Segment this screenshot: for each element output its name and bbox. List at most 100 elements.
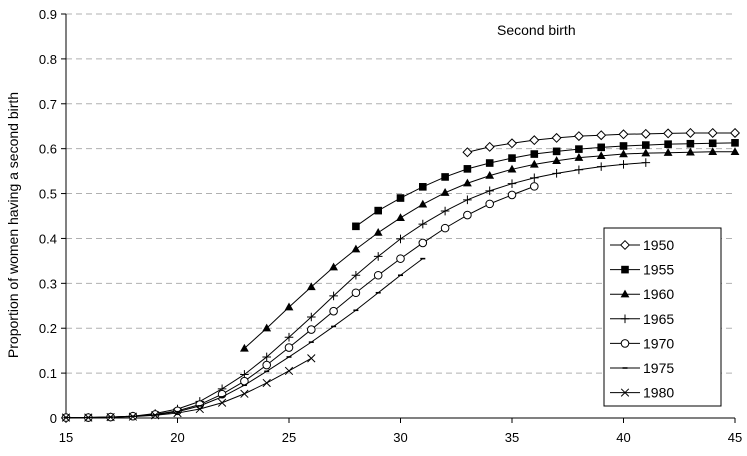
data-point xyxy=(484,141,495,152)
y-tick-label: 0.4 xyxy=(39,231,57,246)
x-tick-label: 15 xyxy=(59,430,73,445)
data-point xyxy=(686,147,695,156)
data-point xyxy=(61,413,71,422)
data-point xyxy=(552,169,561,178)
data-point xyxy=(284,302,294,311)
data-point xyxy=(507,190,517,200)
data-point xyxy=(240,389,249,398)
data-point xyxy=(686,139,695,148)
axes xyxy=(61,13,736,423)
data-point xyxy=(441,173,449,181)
legend-marker xyxy=(619,239,631,251)
data-point xyxy=(396,194,405,202)
data-point xyxy=(462,147,473,158)
legend-item-1980: 1980 xyxy=(610,385,674,401)
data-point xyxy=(418,219,428,229)
y-tick-label: 0.2 xyxy=(39,321,57,336)
data-point xyxy=(574,153,584,161)
y-axis-title: Proportion of women having a second birt… xyxy=(5,92,21,358)
data-point xyxy=(463,195,472,205)
data-point xyxy=(707,127,718,138)
legend-marker xyxy=(620,289,630,298)
data-point xyxy=(485,199,495,209)
data-point xyxy=(262,352,271,362)
series-1950 xyxy=(462,127,741,158)
data-point xyxy=(440,188,450,196)
data-point xyxy=(596,151,606,160)
data-point xyxy=(618,129,629,140)
data-point xyxy=(530,150,539,158)
data-point xyxy=(619,149,628,158)
data-point xyxy=(507,164,517,173)
data-point xyxy=(597,143,605,152)
data-point xyxy=(730,147,740,156)
data-point xyxy=(551,132,562,143)
data-point xyxy=(440,223,450,233)
data-point xyxy=(575,145,583,153)
data-point xyxy=(262,323,272,332)
series-1960 xyxy=(240,147,740,352)
data-point xyxy=(664,140,672,148)
data-point xyxy=(151,411,160,420)
tick-labels: 0 0.1 0.2 0.3 0.4 0.5 0.6 0.7 0.8 0.9 15 20 25 30 35 40… xyxy=(39,7,742,445)
data-point xyxy=(217,398,227,407)
series-1970 xyxy=(61,182,539,422)
data-point xyxy=(530,182,539,191)
series-line-1970 xyxy=(66,185,535,419)
legend-marker xyxy=(621,265,629,274)
legend-item-1950: 1950 xyxy=(610,237,674,253)
data-point xyxy=(240,343,249,352)
data-point xyxy=(84,413,93,422)
data-point xyxy=(530,173,539,183)
data-point xyxy=(463,178,472,187)
data-point xyxy=(663,128,674,139)
y-tick-label: 0.6 xyxy=(39,142,57,157)
y-tick-label: 0.5 xyxy=(39,187,57,202)
legend-label: 1970 xyxy=(643,335,674,351)
data-point xyxy=(440,206,450,216)
data-point xyxy=(619,160,628,169)
data-point xyxy=(552,156,561,164)
data-point xyxy=(485,159,494,167)
legend-label: 1950 xyxy=(643,237,674,253)
legend-box xyxy=(603,227,722,407)
y-tick-label: 0.3 xyxy=(39,276,57,291)
data-point xyxy=(641,148,651,157)
data-point xyxy=(685,127,696,138)
data-point xyxy=(641,158,651,167)
legend: 1950 1955 1960 1965 1970 1975 1980 xyxy=(603,227,722,407)
data-point xyxy=(329,306,338,316)
data-point xyxy=(642,141,650,149)
y-tick-label: 0.7 xyxy=(39,97,57,112)
data-point xyxy=(485,171,495,179)
legend-item-1970: 1970 xyxy=(610,335,674,351)
data-point xyxy=(329,262,338,271)
data-point xyxy=(640,128,651,139)
data-point xyxy=(262,360,272,370)
data-point xyxy=(663,148,673,156)
data-point xyxy=(573,131,584,142)
data-point xyxy=(396,213,405,221)
series-1955 xyxy=(352,139,739,231)
data-point xyxy=(373,228,383,236)
x-tick-label: 30 xyxy=(393,430,407,445)
y-tick-label: 0.8 xyxy=(39,52,57,67)
data-point xyxy=(418,238,428,248)
legend-item-1965: 1965 xyxy=(610,311,674,327)
data-point xyxy=(463,165,472,173)
data-point xyxy=(351,270,361,280)
data-point xyxy=(506,138,518,149)
data-point xyxy=(596,130,607,141)
data-point xyxy=(418,199,428,208)
data-point xyxy=(351,288,361,298)
data-point xyxy=(329,291,338,301)
data-point xyxy=(731,139,739,147)
data-point xyxy=(351,244,361,253)
data-point xyxy=(262,378,271,388)
data-point xyxy=(284,343,294,352)
x-tick-label: 35 xyxy=(505,430,519,445)
x-tick-label: 40 xyxy=(616,430,630,445)
chart-annotation: Second birth xyxy=(497,22,576,38)
